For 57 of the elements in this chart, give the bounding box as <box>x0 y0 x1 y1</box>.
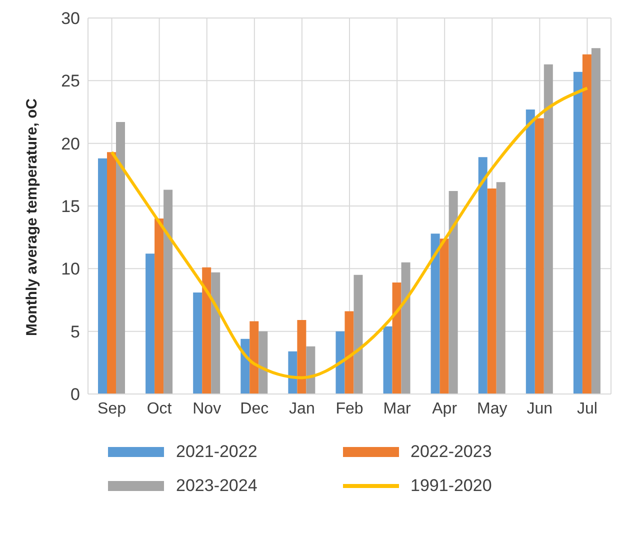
bar <box>154 218 164 394</box>
x-tick-label: Apr <box>432 400 458 418</box>
y-tick-label: 0 <box>70 385 80 404</box>
y-tick-label: 30 <box>61 9 80 28</box>
x-tick-label: May <box>477 400 508 418</box>
y-tick-label: 5 <box>70 322 80 342</box>
x-tick-label: Mar <box>383 400 412 418</box>
bar <box>202 267 212 394</box>
y-tick-label: 20 <box>61 134 80 154</box>
bar <box>430 234 440 394</box>
bar <box>297 320 306 394</box>
bar <box>240 338 250 394</box>
legend-label: 2021-2022 <box>176 442 258 462</box>
bar <box>440 238 449 394</box>
bar <box>306 346 316 394</box>
bar <box>98 158 107 394</box>
x-tick-label: Nov <box>192 400 222 418</box>
bar <box>392 282 402 394</box>
bar <box>478 157 488 394</box>
x-tick-label: Dec <box>240 400 269 418</box>
x-tick-label: Oct <box>146 400 172 418</box>
bar <box>526 109 535 394</box>
bar <box>344 311 354 394</box>
x-tick-label: Feb <box>336 400 364 418</box>
bar <box>448 190 458 394</box>
bar <box>250 321 259 394</box>
bar <box>211 272 220 394</box>
x-tick-label: Sep <box>98 400 126 418</box>
bar <box>288 351 298 394</box>
y-tick-label: 25 <box>61 72 80 91</box>
bar <box>573 72 582 394</box>
bar <box>383 326 392 394</box>
bar <box>146 254 155 394</box>
bar <box>116 122 125 394</box>
bar <box>107 152 116 394</box>
bar <box>582 54 592 394</box>
bar <box>336 331 345 394</box>
legend-label: 1991-2020 <box>410 476 492 496</box>
bar <box>401 262 410 394</box>
bar <box>544 64 553 394</box>
bar <box>354 274 363 394</box>
bar <box>534 118 544 394</box>
legend-label: 2022-2023 <box>410 442 492 462</box>
bar <box>258 331 268 394</box>
y-axis-title: Monthly average temperature, oC <box>23 98 40 336</box>
x-tick-label: Jan <box>289 400 315 418</box>
y-tick-label: 10 <box>61 260 80 279</box>
bar <box>193 292 202 394</box>
bar <box>496 182 506 394</box>
bar <box>487 188 496 394</box>
bar <box>164 190 173 394</box>
x-tick-label: Jun <box>526 400 553 418</box>
bar <box>591 48 600 394</box>
legend-label: 2023-2024 <box>176 476 258 496</box>
line-series <box>110 86 589 380</box>
x-tick-label: Jul <box>577 400 598 418</box>
y-tick-label: 15 <box>61 197 80 216</box>
